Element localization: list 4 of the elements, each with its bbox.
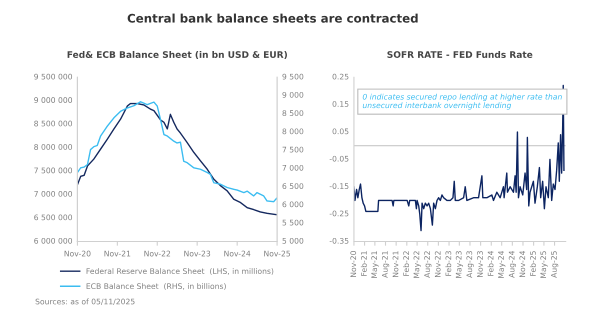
chart-title: SOFR RATE - FED Funds Rate xyxy=(387,50,532,58)
line-series xyxy=(354,84,565,232)
chart-subtitle: Fed& ECB Balance Sheet (in bn USD & EUR) xyxy=(68,50,287,60)
chart-title: Central bank balance sheets are contracted xyxy=(128,14,418,23)
